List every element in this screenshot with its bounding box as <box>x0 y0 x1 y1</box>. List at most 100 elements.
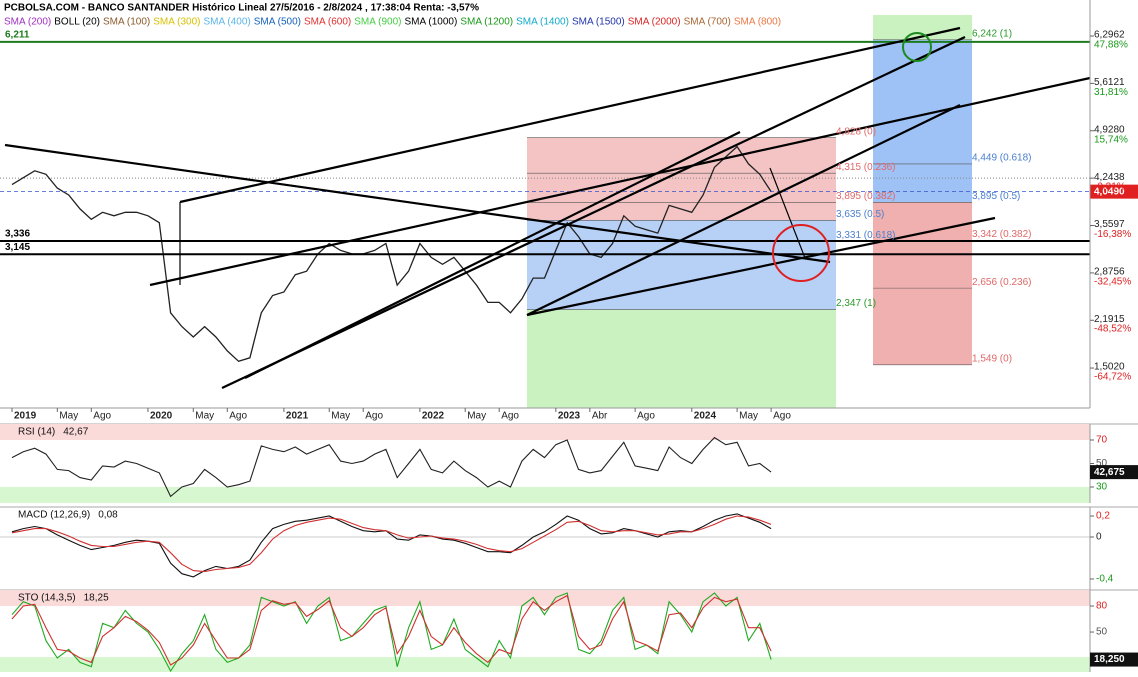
fib-label: 3,342 (0.382) <box>972 229 1032 240</box>
x-tick-label: May <box>739 411 758 422</box>
x-tick-label: May <box>331 411 350 422</box>
fib-label: 1,549 (0) <box>972 353 1012 364</box>
fib-zone <box>527 309 836 408</box>
price-line <box>11 145 772 363</box>
x-tick-label: 2023 <box>558 411 581 422</box>
trendline <box>149 76 1091 287</box>
legend-entry: SMA (100) <box>103 17 150 28</box>
fib-label: 3,895 (0.5) <box>972 191 1020 202</box>
last-value-label: 18,250 <box>1094 654 1125 665</box>
y-tick-label: 30 <box>1096 482 1108 493</box>
plot-layer <box>0 40 1090 673</box>
legend-entry: SMA (1200) <box>460 17 513 28</box>
y-tick-label: 70 <box>1096 435 1108 446</box>
indicator-line <box>11 436 772 498</box>
fib-label: 3,635 (0.5) <box>836 209 884 220</box>
x-tick-label: May <box>59 411 78 422</box>
trendline <box>769 167 806 259</box>
y2-tick-label: -32,45% <box>1094 276 1131 287</box>
fib-label: 2,347 (1) <box>836 298 876 309</box>
fib-zone <box>527 220 836 310</box>
fib-label: 2,656 (0.236) <box>972 277 1032 288</box>
highlight-circle <box>772 224 830 282</box>
indicator-line <box>11 592 772 673</box>
legend-entry: SMA (600) <box>304 17 351 28</box>
chart-title: PCBOLSA.COM - BANCO SANTANDER Histórico … <box>4 3 479 14</box>
trendlines <box>4 26 1091 389</box>
legend-entry: SMA (200) <box>4 17 51 28</box>
x-tick-label: Ago <box>501 411 519 422</box>
y2-tick-label: 47,88% <box>1094 40 1128 51</box>
indicator-line <box>11 513 772 578</box>
x-tick-label: Ago <box>93 411 111 422</box>
overbought-band <box>0 424 1090 440</box>
y-tick-label: 80 <box>1096 601 1108 612</box>
background-layer <box>0 15 1138 672</box>
last-price-label: 4,0490 <box>1094 186 1125 197</box>
x-tick-label: Ago <box>365 411 383 422</box>
trendline <box>244 131 741 379</box>
trendline <box>179 26 961 204</box>
legend-entry: SMA (900) <box>354 17 401 28</box>
fib-label: 6,242 (1) <box>972 28 1012 39</box>
y-tick-label: 4,9280 <box>1094 124 1125 135</box>
trendline <box>221 36 966 389</box>
y-tick-label: -0,4 <box>1096 574 1114 585</box>
level-label: 6,211 <box>5 30 30 41</box>
legend-entry: SMA (300) <box>153 17 200 28</box>
last-value-label: 42,675 <box>1094 467 1125 478</box>
y-tick-label: 3,5597 <box>1094 219 1125 230</box>
y2-tick-label: -0,31% <box>1094 182 1126 193</box>
x-tick-label: May <box>195 411 214 422</box>
oversold-band <box>0 657 1090 672</box>
panel-value: 42,67 <box>63 427 88 438</box>
last-price-box <box>1090 184 1138 199</box>
y-tick-label: 0 <box>1096 532 1102 543</box>
level-label: 3,145 <box>5 242 30 253</box>
y-tick-label: 2,8756 <box>1094 267 1125 278</box>
fib-label: 4,315 (0.236) <box>836 162 896 173</box>
fib-zone <box>527 137 836 221</box>
y-tick-label: 1,5020 <box>1094 362 1125 373</box>
y-tick-label: 2,1915 <box>1094 314 1125 325</box>
highlight-circle <box>902 32 932 62</box>
fib-label: 4,449 (0.618) <box>972 153 1032 164</box>
x-tick-label: Ago <box>773 411 791 422</box>
panel-title: RSI (14) <box>18 427 55 438</box>
legend-entry: SMA (400) <box>204 17 251 28</box>
legend-entry: SMA (1500) <box>572 17 625 28</box>
indicator-line <box>11 515 772 573</box>
legend-entry: BOLL (20) <box>54 17 100 28</box>
fib-label: 4,828 (0) <box>836 126 876 137</box>
y2-tick-label: -64,72% <box>1094 371 1131 382</box>
legend-entry: SMA (1000) <box>405 17 458 28</box>
x-tick-label: Ago <box>229 411 247 422</box>
panel-value: 18,25 <box>84 593 109 604</box>
x-tick-label: May <box>467 411 486 422</box>
y-tick-label: 0,2 <box>1096 511 1110 522</box>
trendline <box>526 104 961 316</box>
x-tick-label: 2024 <box>694 411 717 422</box>
last-value-box <box>1090 652 1138 667</box>
fib-zone <box>873 202 972 365</box>
legend-entry: SMA (2000) <box>628 17 681 28</box>
x-tick-label: Ago <box>637 411 655 422</box>
panel-value: 0,08 <box>98 510 118 521</box>
legend-entry: SMA (700) <box>684 17 731 28</box>
x-tick-label: 2019 <box>14 411 37 422</box>
legend-entry: SMA (1400) <box>516 17 569 28</box>
y2-tick-label: -48,52% <box>1094 324 1131 335</box>
y2-tick-label: 31,81% <box>1094 87 1128 98</box>
trendline <box>526 216 996 317</box>
y-tick-label: 50 <box>1096 458 1108 469</box>
fib-label: 3,895 (0.382) <box>836 191 896 202</box>
y-tick-label: 4,2438 <box>1094 172 1125 183</box>
panel-title: MACD (12,26,9) <box>18 510 90 521</box>
legend-entry: SMA (800) <box>734 17 781 28</box>
trendline <box>4 143 831 264</box>
x-tick-label: 2022 <box>422 411 445 422</box>
y-tick-label: 5,6121 <box>1094 77 1125 88</box>
overbought-band <box>0 590 1090 607</box>
